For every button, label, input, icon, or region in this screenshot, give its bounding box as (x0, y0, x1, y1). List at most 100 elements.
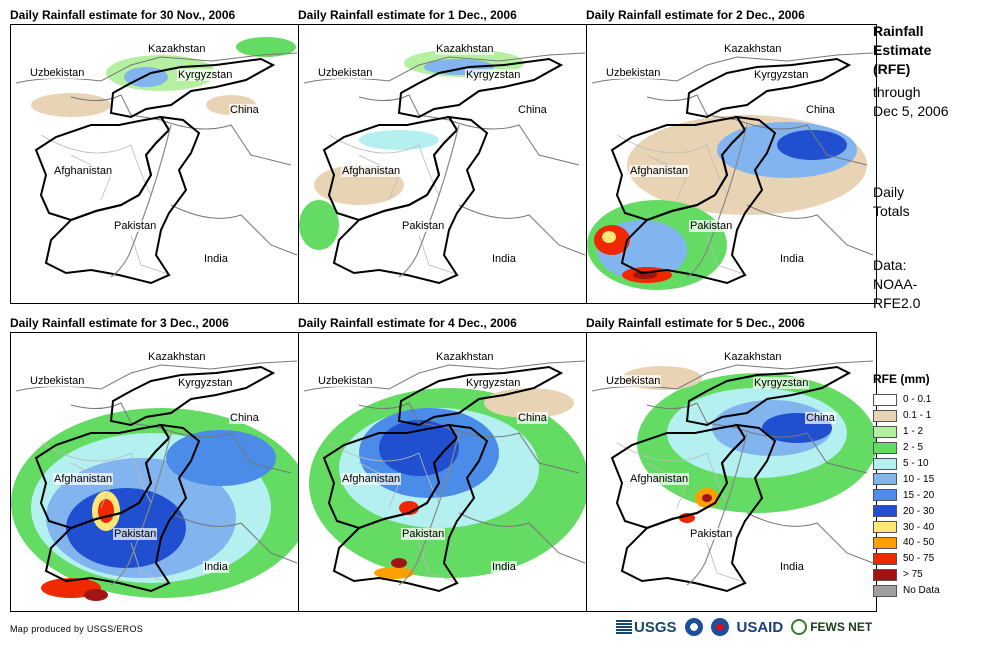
daily-totals-label: Daily Totals (873, 184, 910, 219)
label-china: China (517, 104, 548, 116)
label-pakistan: Pakistan (113, 528, 158, 540)
rfe-title: Rainfall Estimate (RFE) (873, 23, 932, 77)
legend-item: 15 - 20 (873, 487, 940, 503)
label-pakistan: Pakistan (401, 528, 446, 540)
label-uzbekistan: Uzbekistan (605, 375, 662, 387)
legend-label: 0 - 0.1 (903, 394, 932, 406)
label-afghanistan: Afghanistan (53, 165, 114, 177)
legend-label: 40 - 50 (903, 537, 935, 549)
label-india: India (203, 253, 229, 265)
usgs-mark-icon (616, 620, 632, 634)
legend-item: 40 - 50 (873, 535, 940, 551)
label-kyrgyzstan: Kyrgyzstan (465, 377, 522, 389)
label-uzbekistan: Uzbekistan (29, 375, 86, 387)
usaid-logo: USAID (736, 618, 784, 636)
panel-title: Daily Rainfall estimate for 4 Dec., 2006 (298, 316, 517, 330)
legend-label: 0.1 - 1 (903, 410, 932, 422)
label-india: India (491, 253, 517, 265)
legend-label: 1 - 2 (903, 426, 924, 438)
legend-label: No Data (903, 585, 940, 597)
noaa-logo-icon (684, 618, 703, 636)
label-uzbekistan: Uzbekistan (317, 375, 374, 387)
legend-item: 20 - 30 (873, 503, 940, 519)
legend-item: 0 - 0.1 (873, 392, 940, 408)
label-uzbekistan: Uzbekistan (605, 67, 662, 79)
label-uzbekistan: Uzbekistan (29, 67, 86, 79)
legend-item: 5 - 10 (873, 456, 940, 472)
panel-title: Daily Rainfall estimate for 1 Dec., 2006 (298, 8, 517, 22)
legend-label: 30 - 40 (903, 521, 935, 533)
fews-net-logo-text: FEWS NET (810, 620, 873, 634)
legend-swatch (873, 552, 897, 565)
legend-swatch (873, 473, 897, 486)
legend-swatch (873, 425, 897, 438)
label-pakistan: Pakistan (113, 220, 158, 232)
rfe-legend: RFE (mm) 0 - 0.1 0.1 - 1 1 - 2 2 - 5 5 - 10 1… (873, 372, 940, 599)
globe-icon (791, 619, 808, 635)
rainfall-map: Kazakhstan Uzbekistan Kyrgyzstan China A… (298, 332, 589, 612)
legend-swatch (873, 536, 897, 549)
label-kazakhstan: Kazakhstan (723, 351, 783, 363)
label-kazakhstan: Kazakhstan (435, 43, 495, 55)
label-india: India (779, 561, 805, 573)
legend-swatch (873, 505, 897, 518)
panel-title: Daily Rainfall estimate for 2 Dec., 2006 (586, 8, 805, 22)
rainfall-map: Kazakhstan Uzbekistan Kyrgyzstan China A… (586, 332, 877, 612)
panel-title: Daily Rainfall estimate for 5 Dec., 2006 (586, 316, 805, 330)
legend-label: 5 - 10 (903, 458, 929, 469)
label-kazakhstan: Kazakhstan (723, 43, 783, 55)
legend-title: RFE (mm) (873, 372, 930, 386)
legend-swatch (873, 568, 897, 581)
legend-label: > 75 (903, 569, 923, 581)
label-china: China (229, 412, 260, 424)
legend-swatch (873, 441, 897, 454)
label-pakistan: Pakistan (689, 220, 734, 232)
rainfall-map: Kazakhstan Uzbekistan Kyrgyzstan China A… (586, 24, 877, 304)
legend-label: 50 - 75 (903, 553, 935, 565)
label-kazakhstan: Kazakhstan (435, 351, 495, 363)
label-pakistan: Pakistan (689, 528, 734, 540)
data-source: NOAA-RFE2.0 (873, 276, 921, 311)
legend-label: 10 - 15 (903, 473, 935, 485)
label-pakistan: Pakistan (401, 220, 446, 232)
label-afghanistan: Afghanistan (341, 165, 402, 177)
label-kyrgyzstan: Kyrgyzstan (177, 69, 234, 81)
label-afghanistan: Afghanistan (341, 473, 402, 485)
label-kyrgyzstan: Kyrgyzstan (177, 377, 234, 389)
legend-item: 2 - 5 (873, 440, 940, 456)
label-afghanistan: Afghanistan (629, 165, 690, 177)
legend-item: 10 - 15 (873, 471, 940, 487)
panel-title: Daily Rainfall estimate for 30 Nov., 200… (10, 8, 236, 22)
end-date: Dec 5, 2006 (873, 103, 949, 119)
legend-swatch (873, 457, 897, 470)
legend-swatch (873, 393, 897, 406)
label-india: India (203, 561, 229, 573)
rainfall-map: Kazakhstan Uzbekistan Kyrgyzstan China A… (10, 24, 301, 304)
legend-item: 30 - 40 (873, 519, 940, 535)
panel-title: Daily Rainfall estimate for 3 Dec., 2006 (10, 316, 229, 330)
label-china: China (229, 104, 260, 116)
nws-logo-icon (710, 618, 729, 636)
data-label: Data: (873, 257, 907, 273)
label-kazakhstan: Kazakhstan (147, 43, 207, 55)
usgs-logo-text: USGS (634, 618, 677, 636)
legend-item: No Data (873, 583, 940, 599)
legend-swatch (873, 489, 897, 502)
map-credit: Map produced by USGS/EROS (10, 624, 144, 634)
legend-swatch (873, 521, 897, 534)
label-kyrgyzstan: Kyrgyzstan (465, 69, 522, 81)
rainfall-map: Kazakhstan Uzbekistan Kyrgyzstan China A… (10, 332, 301, 612)
label-afghanistan: Afghanistan (629, 473, 690, 485)
legend-label: 20 - 30 (903, 505, 935, 517)
label-afghanistan: Afghanistan (53, 473, 114, 485)
label-india: India (491, 561, 517, 573)
label-china: China (517, 412, 548, 424)
legend-item: 1 - 2 (873, 424, 940, 440)
label-uzbekistan: Uzbekistan (317, 67, 374, 79)
label-china: China (805, 412, 836, 424)
label-china: China (805, 104, 836, 116)
legend-swatch (873, 584, 897, 597)
label-kyrgyzstan: Kyrgyzstan (753, 69, 810, 81)
legend-label: 2 - 5 (903, 442, 924, 454)
logo-bar: USGS USAID FEWS NET (616, 618, 872, 636)
